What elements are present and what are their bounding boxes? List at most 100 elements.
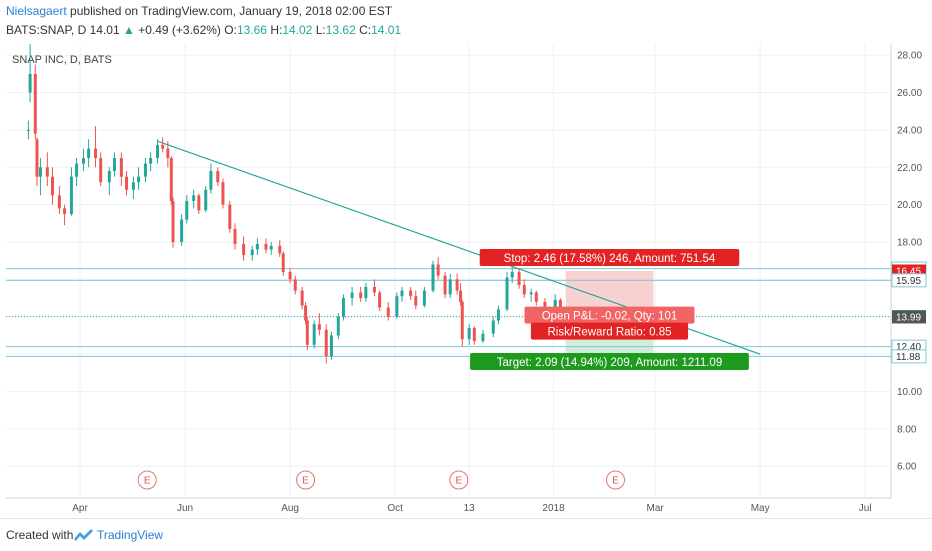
earnings-marker-label: E — [612, 476, 619, 487]
candle-body — [204, 189, 208, 211]
target-label: Target: 2.09 (14.94%) 209, Amount: 1211.… — [470, 353, 749, 371]
x-tick-label: Oct — [387, 503, 403, 514]
price-axis-label-bg — [892, 310, 926, 324]
candle-body — [87, 148, 91, 158]
candle-body — [472, 327, 476, 342]
y-tick-label: 28.00 — [897, 51, 922, 62]
candle-body — [496, 309, 500, 321]
candle-body — [269, 245, 273, 250]
candle-body — [324, 329, 328, 357]
candle-body — [522, 285, 526, 295]
pnl-label: Open P&L: -0.02, Qty: 101 — [524, 306, 695, 324]
candle-body — [166, 148, 170, 158]
candle-body — [431, 264, 435, 291]
y-tick-label: 6.00 — [897, 462, 917, 473]
candle-body — [94, 148, 98, 158]
published-text: published on TradingView.com, January 19… — [70, 4, 393, 18]
price-axis-label: 15.95 — [891, 273, 927, 288]
stop-label-text: Stop: 2.46 (17.58%) 246, Amount: 751.54 — [504, 253, 716, 265]
candle-body — [304, 305, 308, 321]
x-tick-label: 13 — [464, 503, 476, 514]
publication-line: Nielsagaert published on TradingView.com… — [6, 4, 392, 18]
candle-body — [216, 171, 220, 183]
x-tick-label: 2018 — [542, 503, 565, 514]
candle-body — [386, 307, 390, 317]
candle-body — [459, 290, 463, 302]
candle-body — [28, 73, 32, 93]
candle-body — [161, 144, 165, 149]
price-chart[interactable]: SNAP INC, D, BATS Stop: 2.46 (17.58%) 246… — [0, 44, 932, 518]
candle-body — [543, 301, 547, 308]
candle-body — [455, 279, 459, 291]
candle-body — [312, 324, 316, 345]
change-value: +0.49 (+3.62%) — [138, 23, 221, 37]
tradingview-logo-icon[interactable] — [72, 527, 94, 543]
candle-body — [534, 292, 538, 302]
candle-body — [38, 167, 42, 177]
x-tick-label: Aug — [281, 503, 299, 514]
candle-body — [359, 292, 363, 299]
price-axis-label-bg — [891, 349, 927, 364]
stop-label-bg — [479, 249, 740, 266]
high-value: 14.02 — [282, 23, 313, 37]
candle-body — [400, 290, 404, 297]
tradingview-brand[interactable]: TradingView — [97, 528, 164, 542]
close-value: 14.01 — [371, 23, 402, 37]
candle-body — [281, 253, 285, 272]
candle-body — [233, 228, 237, 244]
candle-body — [250, 249, 254, 256]
candle-body — [341, 298, 345, 317]
stop-label: Stop: 2.46 (17.58%) 246, Amount: 751.54 — [479, 249, 740, 266]
candle-body — [192, 195, 196, 201]
price-axis-label-text: 16.45 — [896, 267, 921, 278]
candle-body — [448, 279, 452, 295]
footer: Created with TradingView — [0, 518, 932, 551]
candle-body — [197, 195, 201, 211]
y-tick-label: 8.00 — [897, 424, 917, 435]
created-with-text: Created with — [6, 528, 74, 542]
last-price: 14.01 — [89, 23, 120, 37]
candle-body — [169, 157, 173, 201]
price-axis-label: 11.88 — [891, 349, 927, 364]
candle-body — [414, 296, 418, 306]
author-link[interactable]: Nielsagaert — [6, 4, 67, 18]
y-tick-label: 22.00 — [897, 163, 922, 174]
candle-body — [372, 286, 376, 293]
earnings-marker-circle — [137, 470, 157, 490]
candle-body — [255, 243, 259, 250]
candle-body — [558, 299, 562, 312]
candle-body — [443, 275, 447, 295]
candle-body — [143, 163, 147, 177]
candle-body — [156, 144, 160, 158]
risk-reward-label: Risk/Reward Ratio: 0.85 — [530, 322, 689, 340]
candle-body — [378, 292, 382, 308]
earnings-marker-circle — [296, 470, 316, 490]
candle-body — [99, 157, 103, 183]
candle-body — [305, 320, 309, 345]
low-label: L: — [315, 23, 326, 37]
price-axis-label-text: 13.99 — [896, 312, 921, 323]
candle-body — [119, 157, 123, 177]
x-tick-label: Apr — [72, 503, 88, 514]
high-label: H: — [270, 23, 283, 37]
candle-body — [185, 200, 189, 220]
candle-body — [112, 157, 116, 172]
price-axis-label-text: 12.40 — [896, 342, 921, 353]
earnings-marker-label: E — [455, 476, 462, 487]
candle-body — [409, 290, 413, 297]
candle-body — [228, 204, 232, 229]
candle-body — [288, 271, 292, 280]
earnings-marker-label: E — [302, 476, 309, 487]
candle-body — [278, 245, 282, 254]
candle-body — [329, 335, 333, 357]
candle-body — [242, 243, 246, 256]
risk-reward-label-text: Risk/Reward Ratio: 0.85 — [547, 327, 671, 339]
candle-body — [467, 327, 471, 340]
x-tick-label: Jul — [859, 503, 872, 514]
open-value: 13.66 — [236, 23, 267, 37]
risk-reward-label-bg — [530, 322, 689, 340]
candle-body — [481, 333, 485, 342]
candle-body — [69, 176, 73, 215]
low-value: 13.62 — [325, 23, 356, 37]
y-tick-label: 18.00 — [897, 238, 922, 249]
